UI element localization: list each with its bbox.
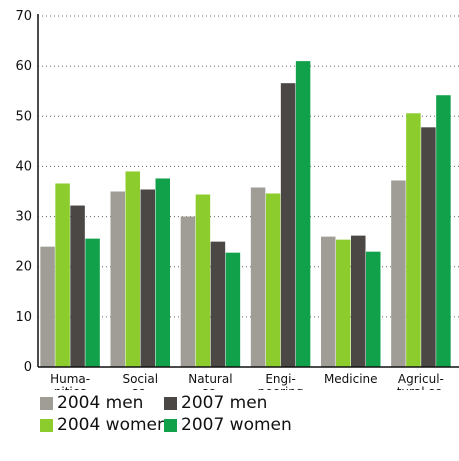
bar — [436, 95, 451, 368]
x-category-label: Medicine — [324, 372, 378, 386]
bar — [391, 180, 406, 367]
y-tick-label: 60 — [15, 59, 32, 74]
x-category-label: Naturalsc. — [188, 372, 232, 390]
legend-item-2007-women: 2007 women — [164, 414, 292, 436]
bar — [125, 171, 140, 367]
bar — [366, 251, 381, 367]
y-tick-label: 70 — [15, 9, 32, 24]
bars — [40, 61, 451, 368]
legend: 2004 men 2007 men 2004 women 2007 women — [40, 392, 300, 458]
bar — [40, 246, 55, 367]
bar — [351, 235, 366, 367]
bar — [85, 238, 100, 367]
y-tick-label: 10 — [15, 310, 32, 325]
bar — [70, 205, 85, 367]
legend-item-2007-men: 2007 men — [164, 392, 267, 414]
bar — [155, 178, 170, 367]
x-category-label: Socialsc. — [122, 372, 158, 390]
x-category-label: Huma-nities — [50, 372, 90, 390]
bar — [140, 189, 155, 367]
bar — [55, 183, 70, 367]
legend-label: 2007 men — [181, 393, 268, 413]
bar — [406, 113, 421, 367]
y-tick-label: 20 — [15, 260, 32, 275]
x-axis-labels: Huma-nities Socialsc. Naturalsc. Engi-neeri… — [50, 372, 445, 390]
legend-item-2004-men: 2004 men — [40, 392, 143, 414]
legend-swatch — [164, 396, 177, 410]
bar — [195, 194, 211, 367]
legend-swatch — [40, 396, 53, 410]
y-tick-label: 0 — [24, 360, 32, 375]
x-category-label: Agricul-tural sc. — [397, 372, 445, 390]
bar — [210, 241, 226, 367]
bar — [250, 187, 266, 367]
x-category-label: Engi-neeringsc. — [258, 372, 304, 390]
bar — [336, 239, 351, 367]
bar — [321, 236, 336, 367]
bar — [295, 61, 311, 367]
legend-label: 2004 women — [57, 415, 168, 435]
legend-swatch — [40, 418, 53, 432]
bar — [280, 83, 296, 367]
legend-label: 2004 men — [57, 393, 144, 413]
bar — [421, 127, 436, 368]
bar-chart: 0 10 20 30 40 50 60 70 Huma-nities Socialsc. Natu… — [15, 9, 459, 390]
legend-item-2004-women: 2004 women — [40, 414, 168, 436]
y-tick-label: 40 — [15, 159, 32, 174]
y-axis-ticks: 0 10 20 30 40 50 60 70 — [15, 9, 32, 375]
bar — [180, 216, 196, 367]
bar — [225, 252, 241, 367]
y-tick-label: 50 — [15, 109, 32, 124]
bar — [110, 191, 125, 367]
y-tick-label: 30 — [15, 210, 32, 225]
legend-swatch — [164, 418, 177, 432]
legend-label: 2007 women — [181, 415, 292, 435]
bar — [265, 193, 281, 367]
